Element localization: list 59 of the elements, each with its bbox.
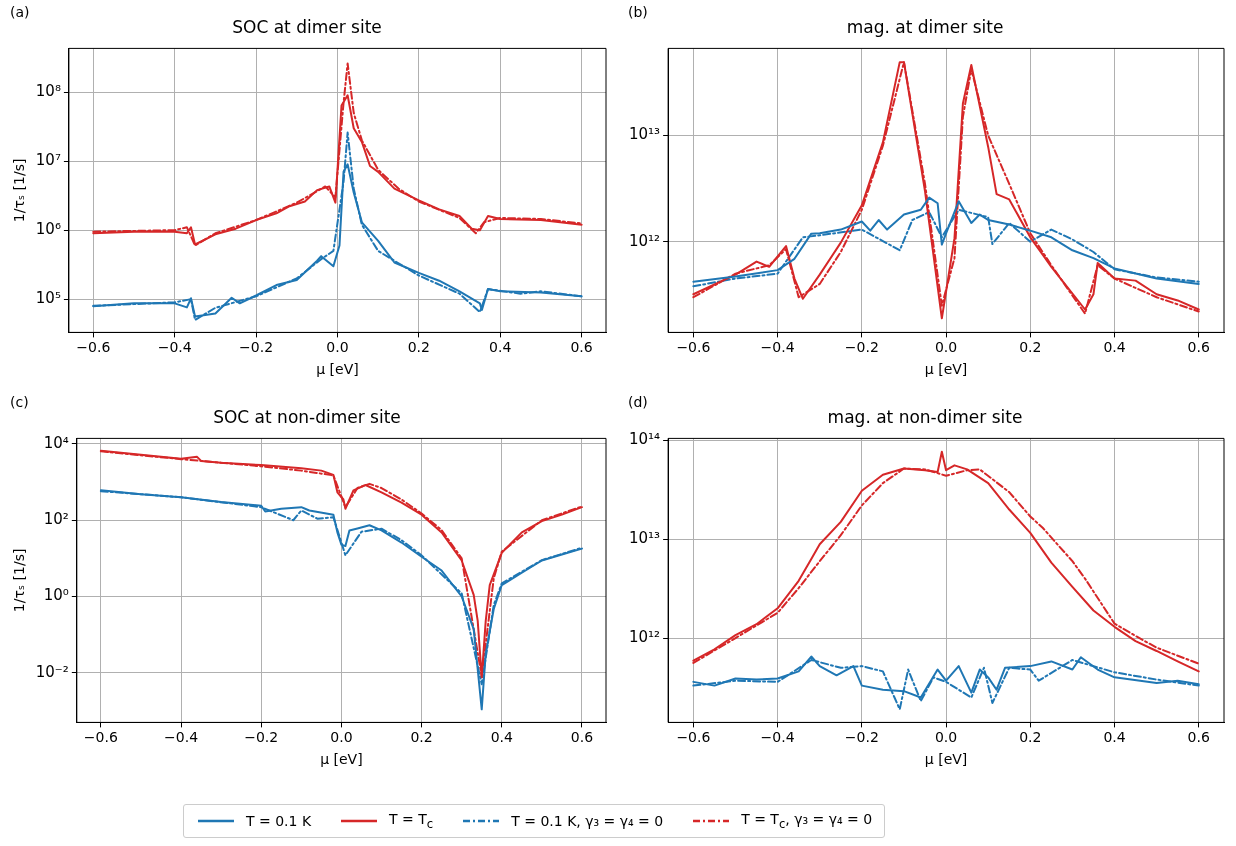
x-tick-label: 0.6 xyxy=(570,729,594,746)
x-tick-label: 0.0 xyxy=(330,729,353,746)
x-tick-label: −0.2 xyxy=(239,339,274,356)
text: (c) xyxy=(10,393,29,410)
y-tick-label: 10⁰ xyxy=(43,586,69,605)
y-tick-label: 10⁸ xyxy=(35,82,61,101)
x-tick-label: −0.6 xyxy=(676,729,711,746)
x-tick-label: 0.4 xyxy=(1103,339,1126,356)
x-tick-label: 0.6 xyxy=(1187,339,1210,356)
chart-title: SOC at dimer site xyxy=(232,16,382,37)
x-tick-label: 0.0 xyxy=(326,339,349,356)
x-tick-label: 0.4 xyxy=(489,339,512,356)
x-tick-label: 0.2 xyxy=(1019,339,1042,356)
x-tick-label: −0.6 xyxy=(76,339,111,356)
x-tick-label: 0.6 xyxy=(570,339,593,356)
y-tick-label: 10¹² xyxy=(628,231,661,250)
chart-title: SOC at non-dimer site xyxy=(213,406,401,427)
x-tick-label: −0.6 xyxy=(676,339,711,356)
y-tick-label: 10⁷ xyxy=(35,151,61,170)
legend-label: T = 0.1 K xyxy=(246,812,312,829)
legend-label: T = 0.1 K, γ₃ = γ₄ = 0 xyxy=(511,812,664,829)
y-tick-label: 10² xyxy=(43,510,69,529)
x-tick-label: 0.4 xyxy=(1103,729,1126,746)
x-tick-label: −0.4 xyxy=(760,339,795,356)
chart-title: mag. at dimer site xyxy=(846,16,1004,37)
x-tick-label: 0.2 xyxy=(1019,729,1042,746)
y-axis-title: 1/τₛ [1/s] xyxy=(11,158,28,223)
text: (a) xyxy=(10,3,30,20)
x-tick-label: −0.2 xyxy=(844,339,879,356)
text: (d) xyxy=(628,393,648,410)
x-axis-title: μ [eV] xyxy=(924,361,968,378)
y-tick-label: 10¹³ xyxy=(628,529,661,548)
x-tick-label: 0.4 xyxy=(490,729,513,746)
text: (b) xyxy=(628,3,648,20)
x-axis-title: μ [eV] xyxy=(316,361,359,378)
y-tick-label: 10¹² xyxy=(628,627,661,646)
x-tick-label: 0.2 xyxy=(407,339,430,356)
y-tick-label: 10¹³ xyxy=(628,125,661,144)
x-tick-label: −0.4 xyxy=(157,339,192,356)
x-tick-label: 0.6 xyxy=(1187,729,1210,746)
x-tick-label: 0.0 xyxy=(934,729,958,746)
x-tick-label: 0.0 xyxy=(934,339,958,356)
legend-label: T = T$_{c}$ xyxy=(389,811,434,831)
y-tick-label: 10¹⁴ xyxy=(628,430,661,449)
legend-label: T = T$_{c}$, γ₃ = γ₄ = 0 xyxy=(741,811,873,831)
y-tick-label: 10⁵ xyxy=(35,289,61,308)
y-axis-title: 1/τₛ [1/s] xyxy=(11,548,28,613)
x-tick-label: −0.4 xyxy=(760,729,795,746)
x-axis-title: μ [eV] xyxy=(924,751,968,768)
x-tick-label: −0.2 xyxy=(244,729,279,746)
y-tick-label: 10⁻² xyxy=(35,662,69,681)
y-tick-label: 10⁴ xyxy=(43,433,69,452)
y-tick-label: 10⁶ xyxy=(35,220,61,239)
x-tick-label: −0.4 xyxy=(164,729,199,746)
x-tick-label: 0.2 xyxy=(410,729,433,746)
x-tick-label: −0.6 xyxy=(83,729,118,746)
x-tick-label: −0.2 xyxy=(844,729,879,746)
x-axis-title: μ [eV] xyxy=(320,751,363,768)
chart-title: mag. at non-dimer site xyxy=(827,406,1023,427)
